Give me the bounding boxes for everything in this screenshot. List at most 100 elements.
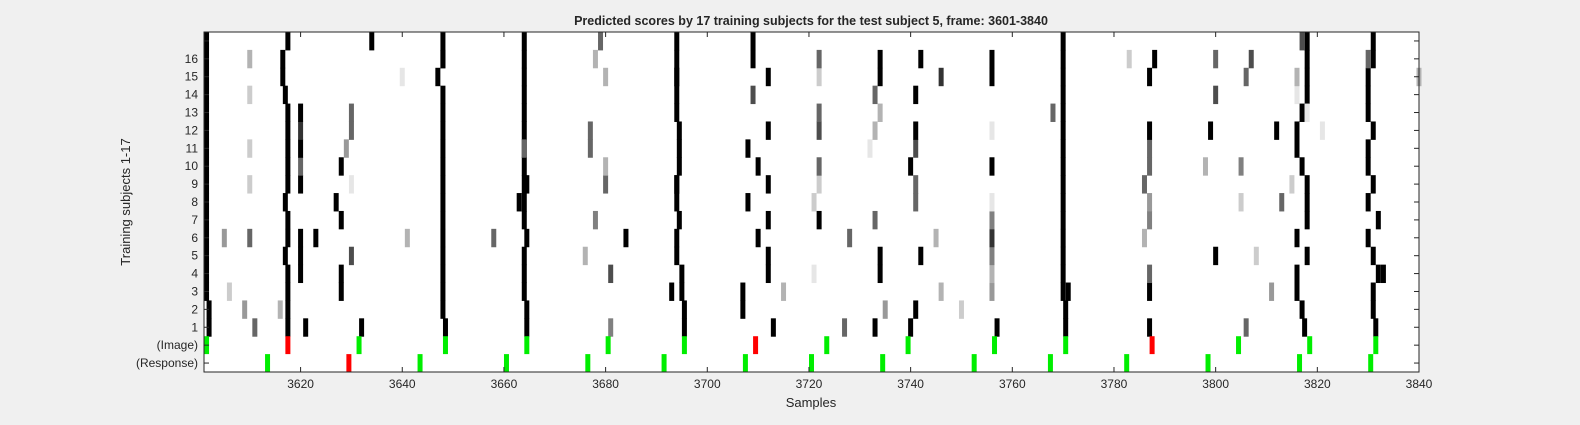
- score-cell: [298, 103, 304, 122]
- score-cell: [285, 139, 291, 158]
- score-cell: [1208, 121, 1214, 140]
- score-cell: [679, 264, 685, 284]
- score-cell: [1370, 282, 1376, 301]
- x-tick-label: 3780: [1101, 377, 1128, 391]
- score-cell: [521, 85, 527, 105]
- y-tick-label: 3: [191, 284, 198, 298]
- score-cell: [440, 228, 446, 248]
- image-marker: [285, 336, 291, 355]
- score-cell: [770, 318, 776, 337]
- response-marker: [971, 354, 977, 372]
- score-cell: [247, 175, 253, 194]
- score-cell: [1279, 193, 1285, 212]
- score-cell: [765, 264, 771, 284]
- score-cell: [872, 210, 878, 230]
- image-marker: [1307, 336, 1313, 355]
- score-cell: [1299, 157, 1305, 176]
- score-cell: [681, 318, 687, 337]
- score-cell: [1060, 210, 1066, 230]
- score-cell: [989, 49, 995, 69]
- score-cell: [745, 193, 751, 212]
- score-cell: [521, 32, 527, 51]
- score-cell: [440, 193, 446, 212]
- score-cell: [206, 318, 212, 337]
- y-tick-label: 2: [191, 302, 198, 316]
- score-cell: [816, 49, 822, 69]
- score-cell: [1147, 121, 1153, 140]
- score-cell: [1213, 49, 1219, 69]
- score-cell: [603, 157, 609, 176]
- score-cell: [440, 175, 446, 194]
- score-cell: [285, 32, 291, 51]
- score-cell: [587, 121, 593, 140]
- score-cell: [1238, 157, 1244, 176]
- score-cell: [603, 175, 609, 194]
- score-cell: [1147, 157, 1153, 176]
- score-cell: [676, 139, 682, 158]
- score-cell: [913, 300, 919, 319]
- score-cell: [521, 264, 527, 284]
- score-cell: [913, 193, 919, 212]
- score-cell: [524, 318, 530, 337]
- score-cell: [913, 85, 919, 105]
- x-tick-label: 3740: [897, 377, 924, 391]
- score-cell: [1141, 228, 1147, 248]
- image-marker: [1149, 336, 1155, 355]
- score-cell: [674, 32, 680, 51]
- score-cell: [587, 139, 593, 158]
- plot-area: [204, 32, 1419, 372]
- score-cell: [1294, 121, 1300, 140]
- score-cell: [1060, 246, 1066, 266]
- score-cell: [1375, 264, 1381, 284]
- score-cell: [285, 175, 291, 194]
- score-cell: [740, 300, 746, 319]
- score-cell: [674, 85, 680, 105]
- score-cell: [313, 228, 319, 248]
- score-cell: [676, 210, 682, 230]
- score-cell: [521, 193, 527, 212]
- score-cell: [994, 318, 1000, 337]
- score-cell: [298, 175, 304, 194]
- score-cell: [1060, 85, 1066, 105]
- score-cell: [252, 318, 258, 337]
- score-cell: [521, 175, 527, 194]
- score-cell: [338, 157, 344, 176]
- score-cell: [674, 175, 680, 194]
- score-cell: [913, 139, 919, 158]
- score-cell: [1370, 32, 1376, 51]
- score-cell: [285, 103, 291, 122]
- response-marker: [1368, 354, 1374, 372]
- score-cell: [1147, 193, 1153, 212]
- x-tick-label: 3760: [999, 377, 1026, 391]
- score-cell: [989, 193, 995, 212]
- score-cell: [989, 282, 995, 301]
- score-cell: [247, 85, 253, 105]
- y-tick-label: (Image): [157, 338, 198, 352]
- score-cell: [1147, 318, 1153, 337]
- score-cell: [1060, 282, 1066, 301]
- score-cell: [1304, 67, 1310, 87]
- score-cell: [913, 175, 919, 194]
- score-cell: [1294, 67, 1300, 87]
- score-cell: [524, 300, 530, 319]
- score-cell: [1202, 157, 1208, 176]
- score-cell: [285, 210, 291, 230]
- score-cell: [226, 282, 232, 301]
- score-cell: [1126, 49, 1132, 69]
- response-marker: [1297, 354, 1303, 372]
- response-marker: [265, 354, 271, 372]
- score-cell: [1060, 264, 1066, 284]
- score-cell: [781, 282, 787, 301]
- score-cell: [623, 228, 629, 248]
- score-cell: [877, 67, 883, 87]
- score-cell: [359, 318, 365, 337]
- score-cell: [669, 282, 675, 301]
- score-cell: [221, 228, 227, 248]
- score-cell: [343, 139, 349, 158]
- score-cell: [811, 193, 817, 212]
- score-cell: [1370, 49, 1376, 69]
- score-cell: [1365, 228, 1371, 248]
- score-cell: [298, 228, 304, 248]
- score-cell: [1304, 210, 1310, 230]
